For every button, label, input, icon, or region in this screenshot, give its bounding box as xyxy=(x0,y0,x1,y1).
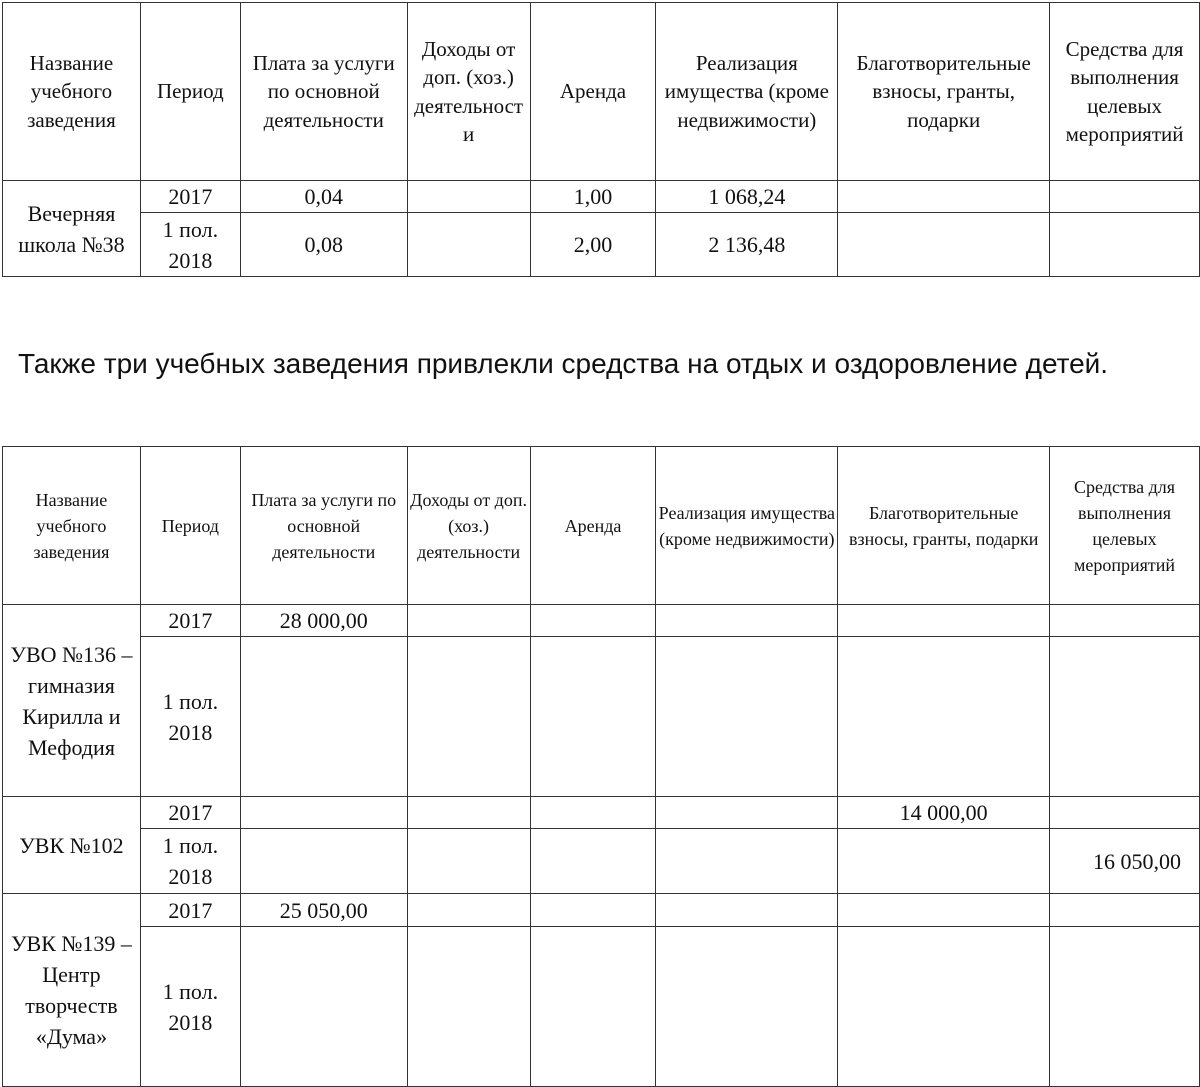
extra-income xyxy=(406,796,531,829)
period: 2017 xyxy=(139,604,241,637)
header-row: Название учебного заведения Период Плата… xyxy=(2,2,1200,181)
property xyxy=(655,926,839,1087)
income-table-2: Название учебного заведения Период Плата… xyxy=(2,446,1200,1087)
col-header-period: Период xyxy=(139,446,241,605)
fee: 28 000,00 xyxy=(239,604,408,637)
table-row: 1 пол. 2018 xyxy=(3,926,1200,1087)
rent xyxy=(529,604,657,637)
col-header-charity: Благотворительные взносы, гранты, подарк… xyxy=(837,2,1051,181)
period: 1 пол. 2018 xyxy=(139,636,241,797)
school-name: УВК №102 xyxy=(2,796,141,894)
col-header-charity: Благотворительные взносы, гранты, подарк… xyxy=(837,446,1051,605)
rent: 2,00 xyxy=(529,212,657,277)
fee xyxy=(239,926,408,1087)
extra-income xyxy=(406,604,531,637)
col-header-target: Средства для выполнения целевых мероприя… xyxy=(1049,446,1200,605)
property xyxy=(655,893,839,927)
rent xyxy=(529,636,657,797)
period: 1 пол. 2018 xyxy=(139,926,241,1087)
charity xyxy=(837,636,1051,797)
property xyxy=(655,828,839,894)
charity xyxy=(837,180,1051,213)
table-row: Вечерняя школа №38 2017 0,04 1,00 1 068,… xyxy=(2,180,1200,277)
period: 2017 xyxy=(139,796,241,829)
col-header-extra-income: Доходы от доп. (хоз.) деятельности xyxy=(406,446,531,605)
fee: 0,08 xyxy=(239,212,408,277)
table-row: 1 пол. 2018 xyxy=(3,636,1200,797)
extra-income xyxy=(406,180,531,213)
fee xyxy=(239,828,408,894)
school-name: УВК №139 – Центр творчеств «Дума» xyxy=(2,893,141,1087)
rent xyxy=(529,796,657,829)
col-header-period: Период xyxy=(139,2,241,181)
target xyxy=(1049,212,1200,277)
col-header-extra-income: Доходы от доп. (хоз.) деятельности xyxy=(406,2,531,181)
col-header-rent: Аренда xyxy=(529,2,657,181)
property xyxy=(655,796,839,829)
col-header-rent: Аренда xyxy=(529,446,657,605)
body-paragraph: Также три учебных заведения привлекли ср… xyxy=(18,348,1109,379)
extra-income xyxy=(406,926,531,1087)
period: 1 пол. 2018 xyxy=(139,828,241,894)
col-header-name: Название учебного заведения xyxy=(2,2,141,181)
period: 2017 xyxy=(139,893,241,927)
target xyxy=(1049,636,1200,797)
fee xyxy=(239,796,408,829)
income-table-1: Название учебного заведения Период Плата… xyxy=(2,2,1200,277)
extra-income xyxy=(406,212,531,277)
table-row: 1 пол. 2018 16 050,00 xyxy=(3,828,1200,894)
target xyxy=(1049,893,1200,927)
charity xyxy=(837,604,1051,637)
fee: 25 050,00 xyxy=(239,893,408,927)
col-header-fee: Плата за услуги по основной деятельности xyxy=(239,446,408,605)
target xyxy=(1049,180,1200,213)
col-header-target: Средства для выполнения целевых мероприя… xyxy=(1049,2,1200,181)
target xyxy=(1049,796,1200,829)
extra-income xyxy=(406,828,531,894)
target: 16 050,00 xyxy=(1049,828,1200,894)
charity xyxy=(837,893,1051,927)
target xyxy=(1049,604,1200,637)
header-row: Название учебного заведения Период Плата… xyxy=(2,446,1200,605)
table-row: 1 пол. 2018 0,08 2,00 2 136,48 xyxy=(3,212,1200,277)
rent xyxy=(529,828,657,894)
target xyxy=(1049,926,1200,1087)
charity xyxy=(837,212,1051,277)
col-header-property: Реализация имущества (кроме недвижимости… xyxy=(655,446,839,605)
fee: 0,04 xyxy=(239,180,408,213)
rent xyxy=(529,926,657,1087)
table-row: УВК №102 2017 14 000,00 xyxy=(2,796,1200,894)
charity xyxy=(837,828,1051,894)
property xyxy=(655,604,839,637)
extra-income xyxy=(406,636,531,797)
school-name: Вечерняя школа №38 xyxy=(2,180,141,277)
rent xyxy=(529,893,657,927)
col-header-name: Название учебного заведения xyxy=(2,446,141,605)
property: 1 068,24 xyxy=(655,180,839,213)
charity xyxy=(837,926,1051,1087)
rent: 1,00 xyxy=(529,180,657,213)
fee xyxy=(239,636,408,797)
col-header-fee: Плата за услуги по основной деятельности xyxy=(239,2,408,181)
period: 2017 xyxy=(139,180,241,213)
period: 1 пол. 2018 xyxy=(139,212,241,277)
table-row: УВК №139 – Центр творчеств «Дума» 2017 25 … xyxy=(2,893,1200,1087)
property xyxy=(655,636,839,797)
property: 2 136,48 xyxy=(655,212,839,277)
table-row: УВО №136 – гимназия Кирилла и Мефодия 201… xyxy=(2,604,1200,797)
col-header-property: Реализация имущества (кроме недвижимости… xyxy=(655,2,839,181)
charity: 14 000,00 xyxy=(837,796,1051,829)
school-name: УВО №136 – гимназия Кирилла и Мефодия xyxy=(2,604,141,797)
extra-income xyxy=(406,893,531,927)
